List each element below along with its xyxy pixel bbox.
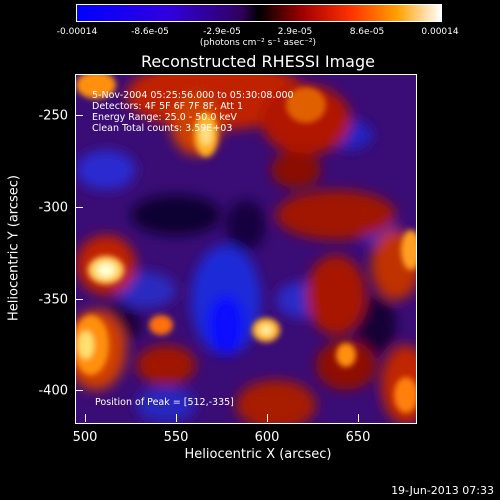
colorbar-tick: 0.00014	[421, 27, 459, 37]
colorbar-tick: 8.6e-05	[349, 27, 385, 37]
y-tick-mark	[75, 115, 83, 116]
info-counts: Clean Total counts: 3.59E+03	[92, 123, 233, 134]
x-tick-label: 650	[345, 430, 371, 445]
y-tick-mark	[75, 207, 83, 208]
image-map	[76, 75, 416, 423]
x-tick-mark	[85, 414, 86, 422]
x-tick-label: 550	[163, 430, 189, 445]
colorbar-units: (photons cm⁻² s⁻¹ asec⁻²)	[199, 38, 317, 48]
plot-title: Reconstructed RHESSI Image	[141, 52, 375, 71]
y-tick-mark	[75, 390, 83, 391]
y-tick-mark	[75, 299, 83, 300]
x-axis-label: Heliocentric X (arcsec)	[184, 447, 332, 462]
x-tick-mark	[176, 414, 177, 422]
colorbar-tick: -8.6e-05	[131, 27, 169, 37]
x-tick-mark	[358, 414, 359, 422]
colorbar-tick: -0.00014	[56, 27, 98, 37]
y-tick-label: -350	[38, 292, 68, 308]
peak-position: Position of Peak = [512,-335]	[95, 397, 234, 408]
rhessi-image	[75, 74, 417, 424]
y-tick-label: -250	[38, 108, 68, 124]
colorbar-tick: -2.9e-05	[203, 27, 241, 37]
x-tick-label: 600	[254, 430, 280, 445]
x-tick-mark	[267, 414, 268, 422]
y-tick-label: -300	[38, 200, 68, 216]
x-tick-label: 500	[72, 430, 98, 445]
y-tick-label: -400	[38, 383, 68, 399]
footer-timestamp: 19-Jun-2013 07:33	[391, 484, 494, 497]
colorbar	[76, 4, 442, 22]
colorbar-gradient	[77, 5, 441, 21]
y-axis-label: Heliocentric Y (arcsec)	[6, 175, 22, 321]
info-time-range: 5-Nov-2004 05:25:56.000 to 05:30:08.000	[92, 90, 294, 101]
info-energy-range: Energy Range: 25.0 - 50.0 keV	[92, 112, 237, 123]
colorbar-tick: 2.9e-05	[277, 27, 313, 37]
info-detectors: Detectors: 4F 5F 6F 7F 8F, Att 1	[92, 101, 244, 112]
